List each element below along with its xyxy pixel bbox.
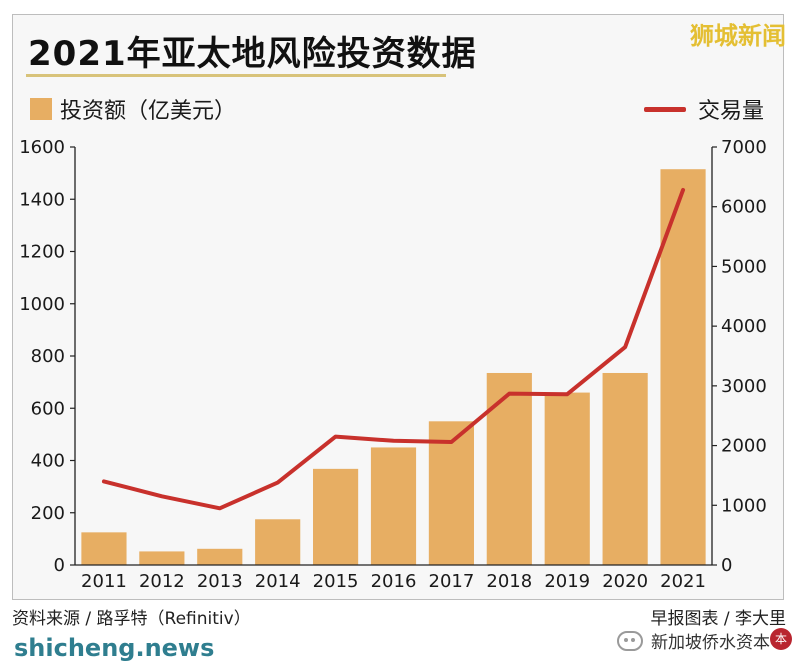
bar-2014 [255,519,301,565]
x-tick-label: 2016 [371,571,417,592]
legend-line-label: 交易量 [697,99,764,124]
y-left-tick-label: 800 [31,346,65,367]
deal-volume-point-2016 [392,439,395,443]
deal-volume-point-2017 [449,440,453,444]
y-left-tick-label: 600 [31,398,65,419]
credit-note: 早报图表 / 李大里 [650,609,786,629]
deal-volume-point-2011 [102,479,106,483]
x-tick-label: 2014 [255,571,301,592]
bar-2019 [544,392,590,565]
bar-2020 [602,372,648,565]
bar-2011 [81,532,127,565]
bar-2012 [139,551,185,565]
bar-2013 [197,548,243,565]
y-right-tick-label: 3000 [721,376,767,397]
legend-line-swatch [643,106,686,112]
y-left-tick-label: 200 [31,503,65,524]
x-tick-label: 2012 [139,571,185,592]
y-left-tick-label: 1200 [19,242,65,263]
deal-volume-point-2014 [276,481,280,485]
y-left-tick-label: 1600 [19,137,65,158]
legend-line-series: 交易量 [643,93,764,125]
y-left-tick-label: 1400 [19,189,65,210]
y-left-tick-label: 1000 [19,294,65,315]
title-underline [26,74,446,77]
deal-volume-point-2012 [160,494,164,498]
deal-volume-point-2015 [334,435,338,439]
legend-bar-label: 投资额（亿美元） [60,99,237,124]
x-tick-label: 2019 [544,571,590,592]
y-right-tick-label: 7000 [721,137,767,158]
brand-watermark: 狮城新闻 [690,22,786,50]
x-tick-label: 2020 [602,571,648,592]
chart-plot: 0 200 400 600 800 1000 1200 1400 1600 0 1000 2000 30… [19,137,767,592]
legend-bar-series: 投资额（亿美元） [30,93,236,125]
bar-2015 [313,468,359,565]
deal-volume-point-2020 [623,345,627,349]
y-right-tick-label: 5000 [721,256,767,277]
wechat-account-label: 新加坡侨水资本 [651,633,770,653]
bar-2016 [370,447,417,565]
source-note: 资料来源 / 路孚特（Refinitiv） [12,609,251,629]
deal-volume-point-2019 [565,392,569,396]
y-right-tick-label: 0 [721,555,732,576]
site-watermark: shicheng.news [14,634,215,662]
y-right-tick-label: 6000 [721,197,767,218]
x-tick-label: 2018 [486,571,532,592]
wechat-icon [617,630,643,651]
seal-icon: 本 [770,628,792,650]
y-left-tick-label: 0 [54,555,65,576]
deal-volume-point-2013 [218,506,222,510]
bar-2017 [428,421,474,565]
x-tick-label: 2017 [429,571,475,592]
y-right-tick-label: 1000 [721,495,767,516]
wechat-account: 新加坡侨水资本 [617,628,770,653]
y-left-tick-label: 400 [31,451,65,472]
y-right-tick-label: 4000 [721,316,767,337]
deal-volume-point-2021 [681,188,685,192]
x-tick-label: 2015 [313,571,359,592]
y-right-tick-label: 2000 [721,436,767,457]
chart-title: 2021年亚太地风险投资数据 [28,34,477,74]
x-tick-label: 2021 [660,571,706,592]
x-tick-label: 2011 [81,571,127,592]
deal-volume-point-2018 [507,392,511,396]
bar-2018 [486,372,532,565]
legend-bar-swatch [30,98,52,120]
x-tick-label: 2013 [197,571,243,592]
